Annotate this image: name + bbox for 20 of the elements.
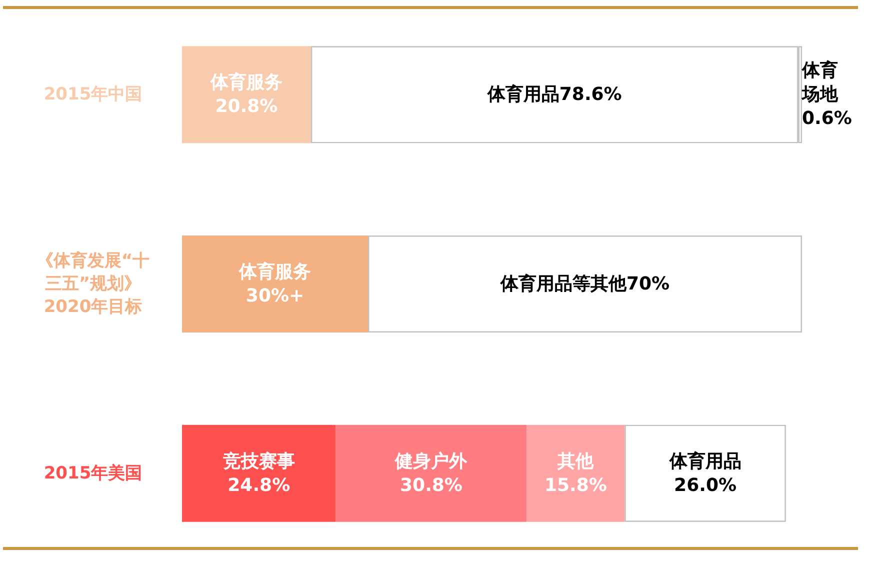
y-tick-label: 《体育发展“十三五”规划》2020年目标 xyxy=(36,250,150,317)
y-tick-label: 2015年美国 xyxy=(44,463,142,484)
data-label: 体育用品78.6% xyxy=(486,83,622,106)
data-label: 体育服务20.8% xyxy=(209,71,282,118)
y-tick-label: 2015年中国 xyxy=(44,84,142,105)
data-label: 其他15.8% xyxy=(544,450,607,496)
bar xyxy=(182,236,368,332)
bar xyxy=(182,46,311,144)
bar xyxy=(310,46,798,144)
data-label: 体育用品等其他70% xyxy=(499,272,670,294)
data-label: 体育场地0.6% xyxy=(801,59,852,130)
bar xyxy=(526,424,625,522)
bar xyxy=(336,424,527,522)
bar xyxy=(368,236,802,332)
data-label: 竞技赛事24.8% xyxy=(222,450,295,496)
bar xyxy=(624,424,786,522)
data-label: 体育用品26.0% xyxy=(668,450,742,496)
data-label: 健身户外30.8% xyxy=(394,450,468,496)
bar xyxy=(182,424,336,522)
data-label: 体育服务30%+ xyxy=(238,260,311,306)
